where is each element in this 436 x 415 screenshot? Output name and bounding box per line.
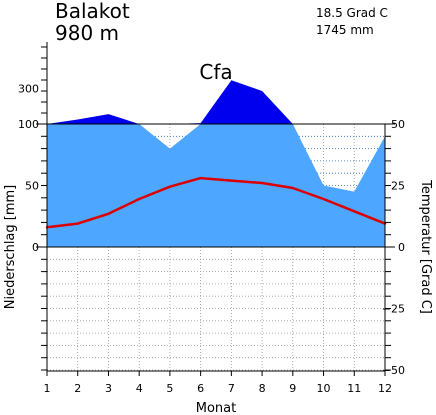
right-tick-label: 25 — [391, 180, 405, 193]
x-tick-label: 2 — [74, 382, 81, 395]
temperature-line — [46, 176, 386, 229]
station-name: Balakot — [55, 0, 130, 23]
x-tick-label: 5 — [166, 382, 173, 395]
chart-marks — [45, 80, 387, 247]
station-elevation: 980 m — [55, 21, 119, 45]
temperature-point — [260, 181, 264, 185]
temperature-point — [76, 222, 79, 225]
temperature-point — [199, 176, 202, 180]
x-tick-label: 10 — [317, 382, 331, 395]
temperature-point — [291, 186, 295, 190]
x-tick-label: 12 — [378, 382, 392, 395]
x-tick-label: 1 — [44, 382, 51, 395]
x-tick-label: 8 — [259, 382, 266, 395]
left-tick-label: 100 — [18, 118, 39, 131]
left-tick-label: 300 — [18, 82, 39, 95]
temperature-point — [107, 212, 110, 215]
x-tick-label: 9 — [289, 382, 296, 395]
temperature-point — [230, 179, 233, 182]
x-tick-label: 4 — [136, 382, 143, 395]
x-axis-label: Monat — [196, 401, 236, 415]
right-tick-label: 50 — [391, 118, 405, 131]
x-tick-label: 7 — [228, 382, 235, 395]
x-tick-label: 11 — [347, 382, 361, 395]
precipitation-area — [47, 124, 385, 247]
right-tick-label: −50 — [382, 364, 405, 377]
temperature-point — [137, 197, 141, 201]
excess-precipitation-area — [47, 80, 385, 124]
right-tick-label: 0 — [398, 241, 405, 254]
mean-temperature: 18.5 Grad C — [316, 6, 388, 20]
annual-precipitation: 1745 mm — [316, 23, 374, 37]
temperature-point — [322, 197, 325, 201]
axes — [36, 42, 395, 376]
left-tick-label: 0 — [32, 241, 39, 254]
temperature-point — [353, 210, 356, 213]
left-axis-label: Niederschlag [mm] — [3, 185, 18, 310]
climate-class: Cfa — [199, 60, 232, 84]
right-tick-label: −25 — [382, 303, 405, 316]
right-axis-label: Temperatur [Grad C] — [418, 179, 433, 314]
left-tick-label: 50 — [25, 180, 39, 193]
x-tick-label: 3 — [105, 382, 112, 395]
temperature-point — [168, 185, 172, 188]
x-tick-label: 6 — [197, 382, 204, 395]
